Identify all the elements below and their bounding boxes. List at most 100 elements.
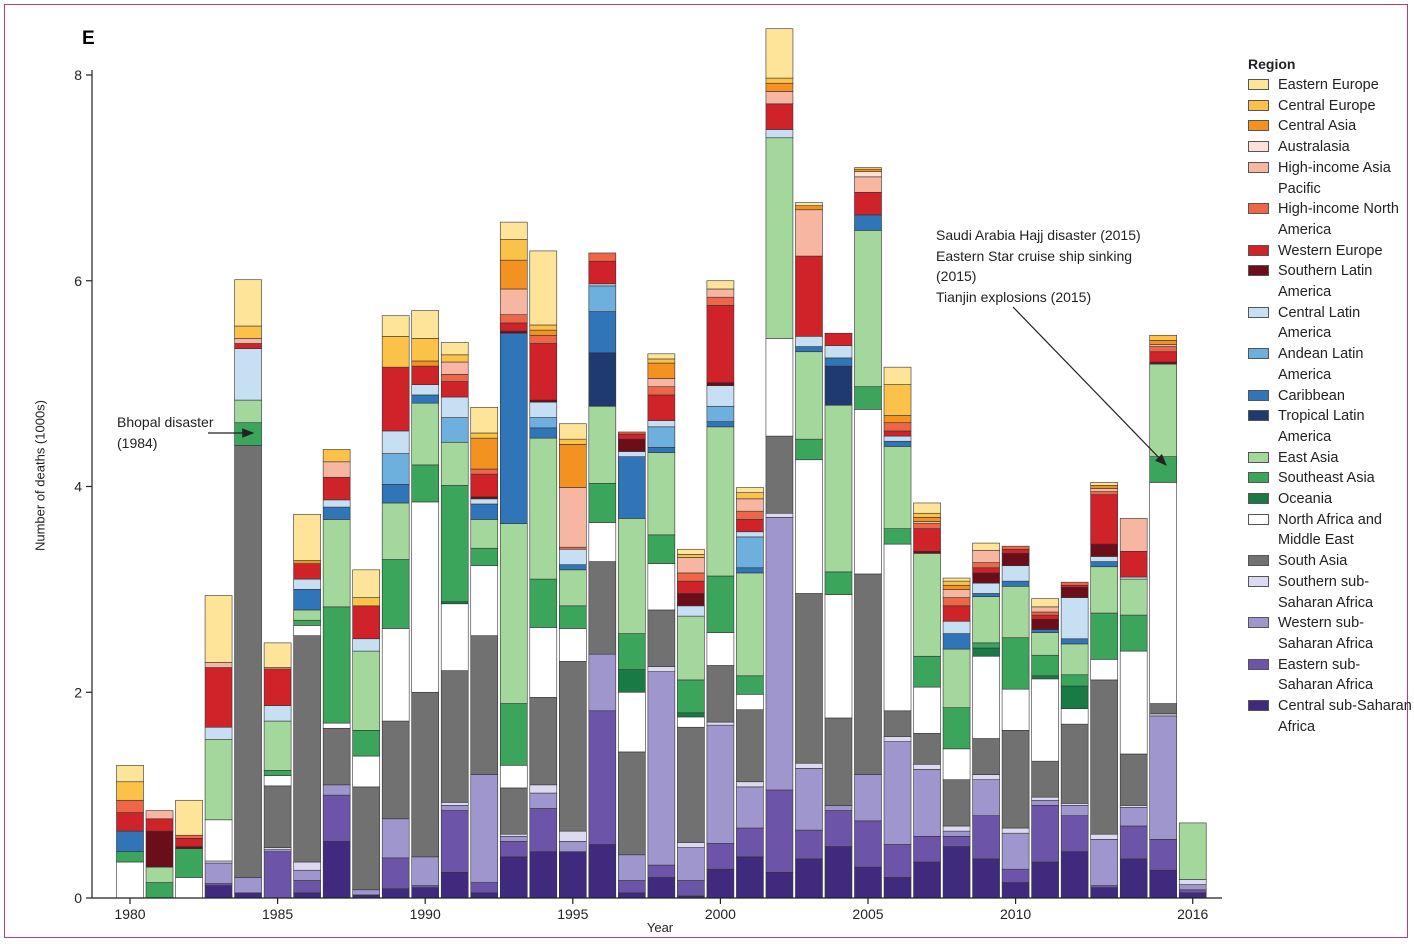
legend-label: Central Europe: [1278, 97, 1376, 114]
bar-segment: High-income Asia Pacific 1981: 0.08: [145, 810, 174, 820]
bar-segment: Caribbean 2010: 0.05: [1001, 580, 1030, 587]
bar-segment: Central Europe 1980: 0.18: [116, 781, 144, 801]
legend-swatch: [1248, 555, 1269, 567]
bar-segment: Caribbean 1994: 0.1: [529, 427, 558, 439]
bar-segment: Southern sub-Saharan Africa 1986: 0.08: [293, 861, 321, 871]
bar-segment: Western Europe 1987: 0.22: [322, 476, 351, 501]
bar-segment: Southern Latin America 1981: 0.35: [145, 830, 174, 868]
legend-swatch: [1248, 410, 1269, 422]
x-tick-label: 1980: [114, 906, 145, 922]
legend-item: High-income Asia Pacific: [1248, 158, 1414, 199]
legend-item: Southern sub-Saharan Africa: [1248, 572, 1414, 613]
panel-label: E: [82, 28, 95, 49]
bar-segment: Central sub-Saharan Africa 1992: 0.05: [470, 892, 499, 899]
bar-segment: Western Europe 1985: 0.35: [263, 669, 292, 706]
bar-segment: Central Latin America 2000: 0.2: [706, 385, 735, 407]
bar-segment: Southern sub-Saharan Africa 1999: 0.05: [677, 842, 705, 848]
bar-segment: East Asia 1995: 0.35: [558, 569, 587, 607]
legend-swatch: [1248, 244, 1269, 256]
bar-segment: Eastern Europe 2001: 0.05: [736, 487, 764, 493]
bar-segment: Eastern Europe 1999: 0.05: [677, 548, 705, 555]
bar-segment: High-income North America 2010: 0.03: [1001, 545, 1030, 550]
legend-label: Eastern Europe: [1278, 77, 1379, 93]
bar-segment: Eastern Europe 1988: 0.27: [352, 569, 380, 598]
bar-segment: East Asia 2011: 0.22: [1031, 632, 1059, 656]
bar-segment: Southern sub-Saharan Africa 2009: 0.05: [972, 774, 1000, 780]
bar-segment: North Africa and Middle East 2014: 1: [1119, 650, 1148, 755]
bar-segment: South Asia 2003: 1.65: [795, 593, 823, 764]
bar-segment: Central Latin America 1998: 0.06: [647, 420, 676, 428]
bar-segment: Western Europe 1990: 0.18: [411, 365, 440, 385]
bar-segment: South Asia 2012: 0.77: [1060, 723, 1089, 804]
bar-segment: North Africa and Middle East 2000: 0.32: [706, 632, 735, 666]
bar-segment: South Asia 1998: 0.55: [647, 609, 676, 667]
bar-segment: Eastern sub-Saharan Africa 1996: 1.3: [588, 710, 617, 845]
legend-item: Eastern Europe: [1248, 75, 1414, 96]
bar-segment: Western Europe 2002: 0.25: [765, 103, 794, 130]
bar-segment: Western Europe 1997: 0.05: [618, 433, 646, 440]
bar-segment: Eastern Europe 1992: 0.25: [470, 406, 499, 434]
bar-segment: Western sub-Saharan Africa 1989: 0.38: [381, 818, 410, 859]
bar-segment: Central Europe 2015: 0.05: [1149, 334, 1177, 341]
bar-segment: South Asia 1997: 1: [618, 751, 646, 856]
bar-segment: Central sub-Saharan Africa 2008: 0.5: [942, 846, 971, 899]
bar-segment: Western Europe 1982: 0.08: [175, 838, 203, 847]
bar-segment: North Africa and Middle East 1983: 0.4: [204, 819, 233, 862]
bar-segment: Southeast Asia 2014: 0.35: [1119, 614, 1148, 652]
bar-segment: Western sub-Saharan Africa 2012: 0.1: [1060, 805, 1089, 816]
bar-segment: Southern Latin America 2013: 0.12: [1090, 543, 1118, 557]
y-tick-label: 2: [74, 684, 82, 700]
bar-segment: Caribbean 1997: 0.6: [618, 456, 646, 519]
bar-segment: Western sub-Saharan Africa 1994: 0.15: [529, 792, 558, 809]
bar-segment: Eastern Europe 1990: 0.27: [411, 310, 440, 339]
bar-segment: Central Asia 2003: 0.04: [795, 205, 823, 211]
bar-segment: North Africa and Middle East 1987: 0.05: [322, 722, 351, 729]
bar-segment: South Asia 2004: 0.85: [824, 717, 853, 806]
legend-label: Southern Latin America: [1278, 263, 1373, 301]
bar-segment: Western Europe 1993: 0.08: [499, 322, 528, 332]
bar-segment: East Asia 2014: 0.35: [1119, 578, 1148, 616]
bar-segment: Eastern Europe 2008: 0.03: [942, 577, 971, 582]
legend-item: Oceania: [1248, 489, 1414, 510]
bar-segment: Southern Latin America 2009: 0.1: [972, 572, 1000, 584]
bar-segment: East Asia 2010: 0.5: [1001, 585, 1030, 639]
bar-segment: Western Europe 1996: 0.22: [588, 260, 617, 285]
bar-segment: Central sub-Saharan Africa 2011: 0.35: [1031, 861, 1059, 899]
bar-segment: Central Latin America 1994: 0.15: [529, 401, 558, 418]
bar-segment: North Africa and Middle East 1992: 0.68: [470, 565, 499, 636]
bar-segment: Southeast Asia 1991: 1.13: [440, 485, 469, 603]
bar-segment: Central sub-Saharan Africa 1994: 0.45: [529, 851, 558, 899]
bar-segment: Southern Latin America 2015: 0.02: [1149, 361, 1177, 365]
bar-segment: Eastern sub-Saharan Africa 1991: 0.6: [440, 810, 469, 873]
bar-segment: East Asia 1990: 0.6: [411, 402, 440, 466]
bar-segment: Central sub-Saharan Africa 1983: 0.12: [204, 885, 233, 899]
bar-segment: Eastern Europe 1991: 0.12: [440, 342, 469, 356]
bar-segment: Central Asia 1993: 0.28: [499, 259, 528, 290]
bar-segment: Central Europe 1992: 0.05: [470, 432, 499, 439]
x-tick-label: 1990: [410, 906, 441, 922]
bar-segment: Central Latin America 2013: 0.05: [1090, 556, 1118, 562]
bar-segment: Western Europe 2009: 0.05: [972, 567, 1000, 574]
y-tick-label: 0: [74, 890, 82, 906]
bar-segment: Eastern sub-Saharan Africa 1993: 0.15: [499, 841, 528, 858]
bar-segment: Andean Latin America 1989: 0.3: [381, 453, 410, 485]
bar-segment: North Africa and Middle East 1995: 0.32: [558, 628, 587, 662]
bar-segment: Southern sub-Saharan Africa 2006: 0.05: [883, 736, 912, 742]
bar-segment: Central Asia 2002: 0.08: [765, 82, 794, 92]
bars-layer: North Africa and Middle East 1980: 0.35S…: [116, 28, 1207, 899]
bar-segment: Eastern sub-Saharan Africa 1999: 0.15: [677, 880, 705, 897]
bar-segment: Western Europe 1999: 0.12: [677, 580, 705, 594]
bar-segment: High-income North America 1993: 0.08: [499, 314, 528, 324]
bar-segment: Eastern Europe 1994: 0.72: [529, 250, 558, 326]
bar-segment: High-income North America 2008: 0.08: [942, 597, 971, 607]
bar-segment: Southeast Asia 1996: 0.38: [588, 483, 617, 523]
bar-segment: Central sub-Saharan Africa 2007: 0.35: [913, 861, 941, 899]
bar-segment: Central sub-Saharan Africa 2016: 0.05: [1178, 892, 1207, 899]
bar-segment: East Asia 2006: 0.8: [883, 446, 912, 529]
bar-segment: South Asia 1994: 0.85: [529, 697, 558, 786]
legend-label: Southeast Asia: [1278, 470, 1375, 487]
x-tick-label: 1985: [262, 906, 293, 922]
bar-segment: Eastern Europe 1998: 0.05: [647, 353, 676, 360]
bar-segment: North Africa and Middle East 2012: 0.15: [1060, 708, 1089, 725]
legend-label: Southern sub-Saharan Africa: [1278, 573, 1374, 611]
